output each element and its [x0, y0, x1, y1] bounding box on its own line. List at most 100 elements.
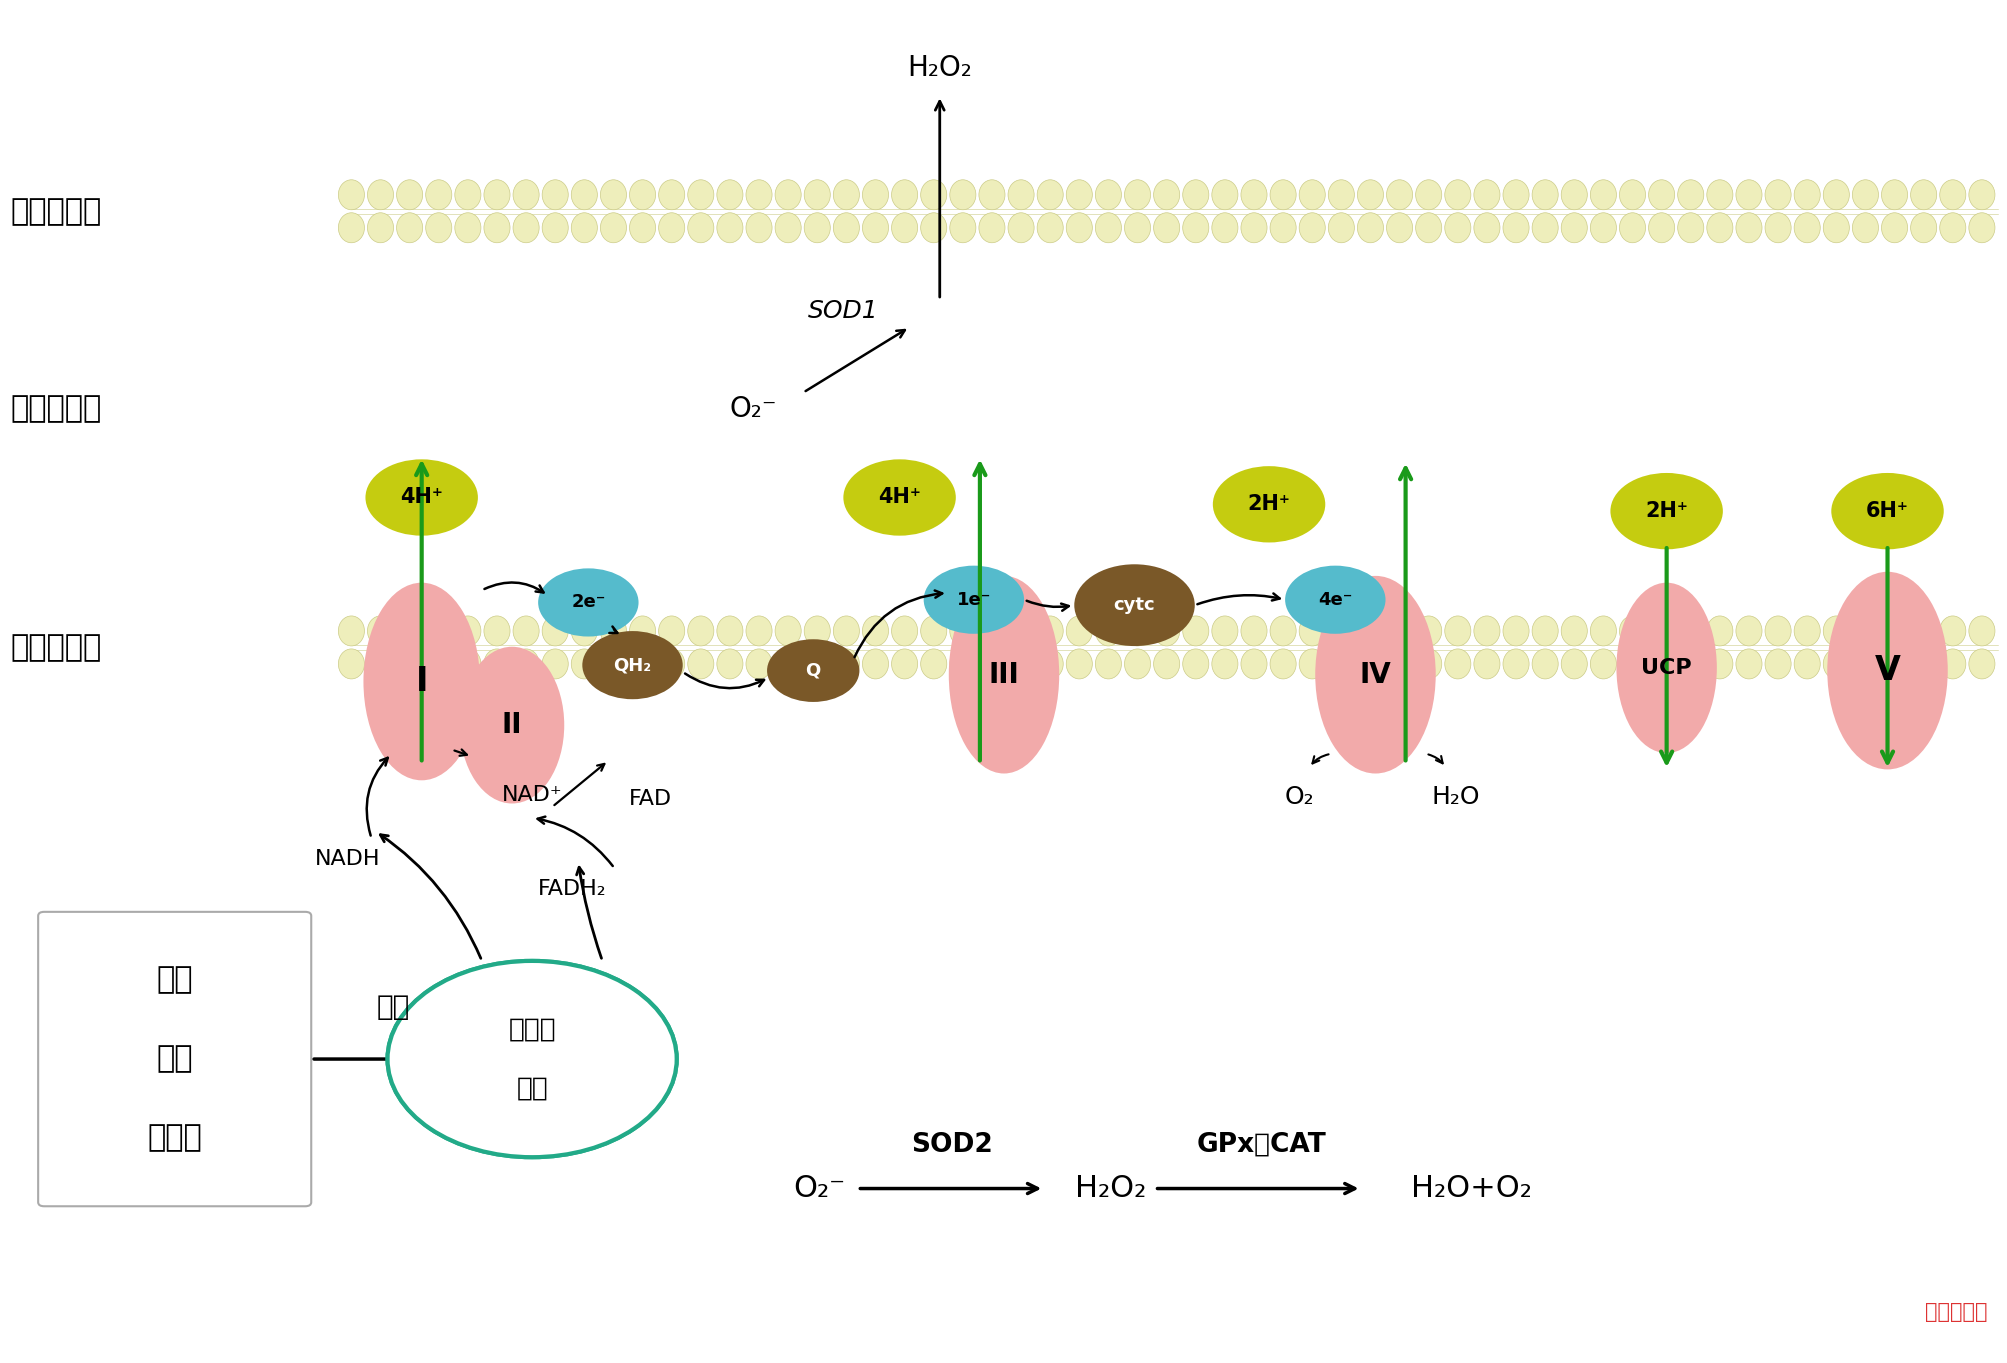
Ellipse shape — [1850, 616, 1877, 646]
Text: 4H⁺: 4H⁺ — [877, 488, 921, 507]
Ellipse shape — [833, 616, 859, 646]
Ellipse shape — [1822, 616, 1848, 646]
Ellipse shape — [1939, 649, 1965, 679]
Ellipse shape — [891, 616, 917, 646]
Ellipse shape — [1182, 180, 1208, 210]
Ellipse shape — [863, 616, 887, 646]
Ellipse shape — [1268, 616, 1295, 646]
Ellipse shape — [1038, 180, 1064, 210]
Ellipse shape — [484, 213, 510, 243]
Ellipse shape — [686, 213, 714, 243]
Text: NAD⁺: NAD⁺ — [502, 785, 562, 804]
Ellipse shape — [395, 616, 421, 646]
Ellipse shape — [833, 213, 859, 243]
Ellipse shape — [1268, 649, 1295, 679]
Ellipse shape — [514, 649, 538, 679]
Ellipse shape — [1531, 180, 1557, 210]
Ellipse shape — [1038, 649, 1064, 679]
Ellipse shape — [1415, 649, 1441, 679]
Ellipse shape — [1152, 616, 1178, 646]
Ellipse shape — [1096, 616, 1120, 646]
Ellipse shape — [1329, 213, 1353, 243]
Ellipse shape — [363, 583, 480, 780]
Text: IV: IV — [1359, 661, 1391, 688]
Text: 热爱收录库: 热爱收录库 — [1925, 1302, 1987, 1322]
Ellipse shape — [949, 180, 975, 210]
Ellipse shape — [395, 649, 421, 679]
Ellipse shape — [1590, 649, 1616, 679]
Ellipse shape — [1590, 616, 1616, 646]
Ellipse shape — [1329, 180, 1353, 210]
Ellipse shape — [775, 180, 801, 210]
Ellipse shape — [1561, 616, 1586, 646]
Ellipse shape — [1299, 180, 1325, 210]
Ellipse shape — [1503, 616, 1529, 646]
Ellipse shape — [686, 649, 714, 679]
Ellipse shape — [658, 616, 684, 646]
Ellipse shape — [570, 213, 598, 243]
Ellipse shape — [395, 213, 421, 243]
Ellipse shape — [542, 649, 568, 679]
Ellipse shape — [1706, 616, 1732, 646]
Ellipse shape — [628, 213, 654, 243]
Ellipse shape — [1008, 213, 1034, 243]
Ellipse shape — [1850, 180, 1877, 210]
Ellipse shape — [1240, 649, 1266, 679]
Text: H₂O₂: H₂O₂ — [907, 55, 971, 82]
Text: V: V — [1875, 654, 1899, 687]
Ellipse shape — [1531, 649, 1557, 679]
Ellipse shape — [1473, 616, 1499, 646]
Text: QH₂: QH₂ — [614, 656, 650, 675]
Ellipse shape — [949, 616, 975, 646]
Ellipse shape — [1152, 649, 1178, 679]
Ellipse shape — [803, 649, 831, 679]
Ellipse shape — [747, 213, 773, 243]
Ellipse shape — [747, 180, 773, 210]
Ellipse shape — [628, 649, 654, 679]
Circle shape — [767, 639, 859, 702]
Ellipse shape — [1329, 616, 1353, 646]
Ellipse shape — [1794, 180, 1820, 210]
Ellipse shape — [1822, 649, 1848, 679]
Ellipse shape — [833, 649, 859, 679]
Ellipse shape — [454, 180, 482, 210]
Ellipse shape — [1590, 213, 1616, 243]
Ellipse shape — [1503, 649, 1529, 679]
Text: 1e⁻: 1e⁻ — [955, 590, 991, 609]
Ellipse shape — [1096, 180, 1120, 210]
Ellipse shape — [658, 649, 684, 679]
Ellipse shape — [1008, 616, 1034, 646]
Ellipse shape — [803, 616, 831, 646]
Ellipse shape — [1357, 616, 1383, 646]
Ellipse shape — [1124, 180, 1150, 210]
Ellipse shape — [1678, 616, 1702, 646]
Ellipse shape — [425, 616, 452, 646]
Ellipse shape — [863, 649, 887, 679]
Circle shape — [923, 566, 1024, 634]
Ellipse shape — [1764, 649, 1790, 679]
Ellipse shape — [1066, 213, 1092, 243]
Ellipse shape — [891, 180, 917, 210]
Ellipse shape — [1473, 180, 1499, 210]
Ellipse shape — [919, 616, 947, 646]
Ellipse shape — [775, 649, 801, 679]
Ellipse shape — [484, 616, 510, 646]
Ellipse shape — [1911, 616, 1935, 646]
Ellipse shape — [337, 616, 365, 646]
Ellipse shape — [919, 649, 947, 679]
Ellipse shape — [514, 213, 538, 243]
Text: 代谢: 代谢 — [377, 994, 409, 1021]
Ellipse shape — [1415, 213, 1441, 243]
Ellipse shape — [949, 649, 975, 679]
Ellipse shape — [454, 649, 482, 679]
Ellipse shape — [919, 180, 947, 210]
Ellipse shape — [1299, 213, 1325, 243]
Ellipse shape — [600, 616, 626, 646]
Ellipse shape — [1387, 213, 1413, 243]
Ellipse shape — [1357, 649, 1383, 679]
Ellipse shape — [1096, 213, 1120, 243]
Ellipse shape — [919, 213, 947, 243]
Ellipse shape — [1503, 180, 1529, 210]
Ellipse shape — [716, 213, 743, 243]
Ellipse shape — [1212, 213, 1236, 243]
